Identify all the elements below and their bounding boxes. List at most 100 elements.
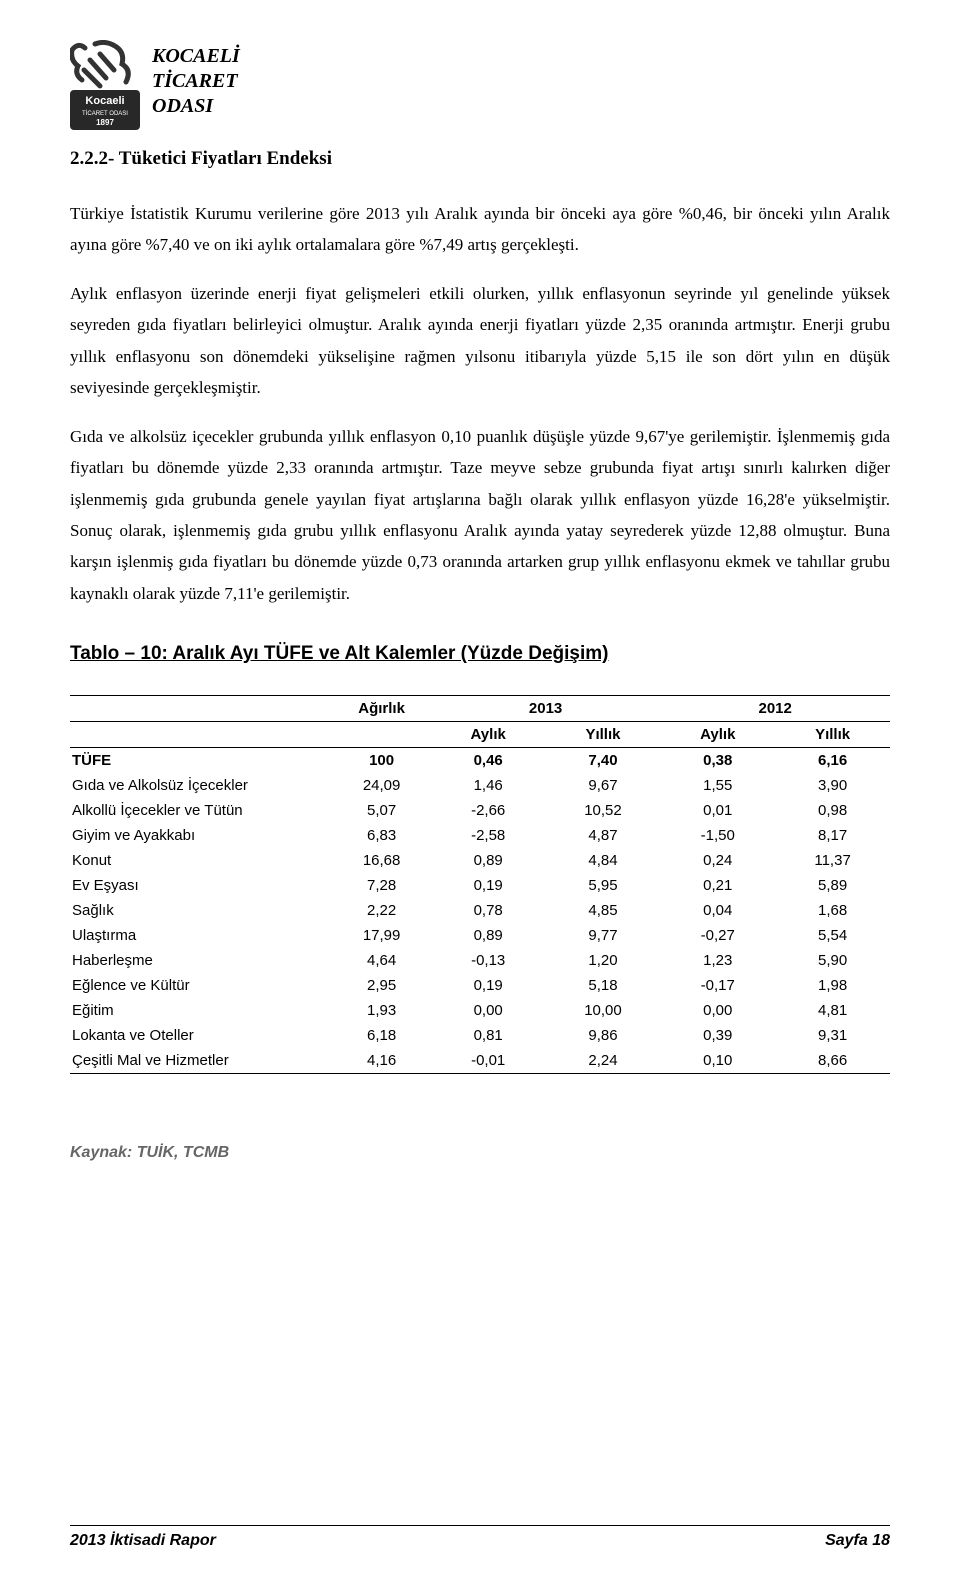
cell-2013-monthly: 0,89 — [431, 848, 546, 873]
footer: 2013 İktisadi Rapor Sayfa 18 — [70, 1525, 890, 1550]
header: Kocaeli TİCARET ODASI 1897 KOCAELİ TİCAR… — [70, 40, 890, 130]
cell-label: Ev Eşyası — [70, 873, 332, 898]
cell-2013-monthly: 0,19 — [431, 873, 546, 898]
cell-2013-yearly: 9,67 — [546, 773, 661, 798]
col-weight: Ağırlık — [332, 696, 430, 722]
cell-2012-monthly: 0,10 — [660, 1048, 775, 1074]
cell-label: TÜFE — [70, 748, 332, 774]
cell-label: Alkollü İçecekler ve Tütün — [70, 798, 332, 823]
table-row: Giyim ve Ayakkabı6,83-2,584,87-1,508,17 — [70, 823, 890, 848]
cell-weight: 6,18 — [332, 1023, 430, 1048]
cell-2012-yearly: 11,37 — [775, 848, 890, 873]
cell-2013-yearly: 5,95 — [546, 873, 661, 898]
col-2013-yearly: Yıllık — [546, 722, 661, 748]
cell-2012-monthly: 1,23 — [660, 948, 775, 973]
cell-2012-monthly: 0,39 — [660, 1023, 775, 1048]
cell-2012-yearly: 5,89 — [775, 873, 890, 898]
cell-2012-yearly: 1,68 — [775, 898, 890, 923]
section-title: 2.2.2- Tüketici Fiyatları Endeksi — [70, 148, 890, 170]
org-name: KOCAELİ TİCARET ODASI — [152, 40, 240, 119]
cell-label: Eğlence ve Kültür — [70, 973, 332, 998]
cell-2012-yearly: 6,16 — [775, 748, 890, 774]
footer-right: Sayfa 18 — [825, 1532, 890, 1550]
cell-2012-monthly: -0,17 — [660, 973, 775, 998]
cell-2012-yearly: 8,66 — [775, 1048, 890, 1074]
table-row: Çeşitli Mal ve Hizmetler4,16-0,012,240,1… — [70, 1048, 890, 1074]
cell-weight: 1,93 — [332, 998, 430, 1023]
cell-weight: 4,64 — [332, 948, 430, 973]
col-group-2013: 2013 — [431, 696, 661, 722]
cell-2013-monthly: 0,19 — [431, 973, 546, 998]
cell-2013-monthly: 0,89 — [431, 923, 546, 948]
table-row: TÜFE1000,467,400,386,16 — [70, 748, 890, 774]
cell-2012-yearly: 4,81 — [775, 998, 890, 1023]
paragraph-2: Aylık enflasyon üzerinde enerji fiyat ge… — [70, 278, 890, 404]
logo: Kocaeli TİCARET ODASI 1897 — [70, 40, 140, 130]
cell-2013-yearly: 9,86 — [546, 1023, 661, 1048]
table-row: Eğitim1,930,0010,000,004,81 — [70, 998, 890, 1023]
cell-2013-monthly: 1,46 — [431, 773, 546, 798]
org-line-1: KOCAELİ — [152, 44, 240, 69]
cell-2013-monthly: 0,81 — [431, 1023, 546, 1048]
cell-2013-monthly: 0,46 — [431, 748, 546, 774]
cell-2012-yearly: 9,31 — [775, 1023, 890, 1048]
footer-left: 2013 İktisadi Rapor — [70, 1532, 216, 1550]
cell-weight: 17,99 — [332, 923, 430, 948]
col-group-2012: 2012 — [660, 696, 890, 722]
cell-2012-monthly: 0,04 — [660, 898, 775, 923]
cell-2012-yearly: 5,90 — [775, 948, 890, 973]
col-2013-monthly: Aylık — [431, 722, 546, 748]
table-row: Gıda ve Alkolsüz İçecekler24,091,469,671… — [70, 773, 890, 798]
cell-weight: 6,83 — [332, 823, 430, 848]
cell-2013-yearly: 9,77 — [546, 923, 661, 948]
org-line-3: ODASI — [152, 94, 240, 119]
cell-weight: 7,28 — [332, 873, 430, 898]
table-row: Konut16,680,894,840,2411,37 — [70, 848, 890, 873]
cell-2012-yearly: 8,17 — [775, 823, 890, 848]
cell-2013-monthly: -0,13 — [431, 948, 546, 973]
logo-sub-text: TİCARET ODASI — [82, 110, 128, 117]
table-row: Sağlık2,220,784,850,041,68 — [70, 898, 890, 923]
table-row: Ulaştırma17,990,899,77-0,275,54 — [70, 923, 890, 948]
cell-2013-monthly: 0,78 — [431, 898, 546, 923]
cell-2013-yearly: 2,24 — [546, 1048, 661, 1074]
cell-label: Eğitim — [70, 998, 332, 1023]
logo-year-text: 1897 — [96, 118, 114, 127]
logo-name-text: Kocaeli — [85, 95, 124, 107]
cell-label: Sağlık — [70, 898, 332, 923]
org-line-2: TİCARET — [152, 69, 240, 94]
cell-label: Çeşitli Mal ve Hizmetler — [70, 1048, 332, 1074]
cell-2013-monthly: -2,58 — [431, 823, 546, 848]
cell-2012-yearly: 1,98 — [775, 973, 890, 998]
cell-weight: 2,95 — [332, 973, 430, 998]
cell-label: Ulaştırma — [70, 923, 332, 948]
cell-2012-yearly: 5,54 — [775, 923, 890, 948]
col-2012-monthly: Aylık — [660, 722, 775, 748]
table-row: Eğlence ve Kültür2,950,195,18-0,171,98 — [70, 973, 890, 998]
page: Kocaeli TİCARET ODASI 1897 KOCAELİ TİCAR… — [0, 0, 960, 1590]
table-row: Haberleşme4,64-0,131,201,235,90 — [70, 948, 890, 973]
cell-2013-yearly: 4,85 — [546, 898, 661, 923]
cell-weight: 24,09 — [332, 773, 430, 798]
source-label: Kaynak: TUİK, TCMB — [70, 1144, 890, 1162]
cell-2012-monthly: 0,01 — [660, 798, 775, 823]
cell-2012-yearly: 3,90 — [775, 773, 890, 798]
cell-2012-monthly: 0,24 — [660, 848, 775, 873]
cell-2012-monthly: 0,00 — [660, 998, 775, 1023]
cell-2013-monthly: 0,00 — [431, 998, 546, 1023]
cell-2012-monthly: -0,27 — [660, 923, 775, 948]
cell-2012-yearly: 0,98 — [775, 798, 890, 823]
cell-weight: 2,22 — [332, 898, 430, 923]
cell-label: Konut — [70, 848, 332, 873]
cell-2013-yearly: 4,87 — [546, 823, 661, 848]
paragraph-3: Gıda ve alkolsüz içecekler grubunda yıll… — [70, 421, 890, 610]
cell-weight: 4,16 — [332, 1048, 430, 1074]
cell-weight: 16,68 — [332, 848, 430, 873]
tufe-table: Ağırlık 2013 2012 Aylık Yıllık Aylık Yıl… — [70, 695, 890, 1074]
cell-2013-yearly: 4,84 — [546, 848, 661, 873]
cell-label: Giyim ve Ayakkabı — [70, 823, 332, 848]
col-2012-yearly: Yıllık — [775, 722, 890, 748]
cell-2012-monthly: -1,50 — [660, 823, 775, 848]
cell-weight: 100 — [332, 748, 430, 774]
cell-2013-yearly: 10,52 — [546, 798, 661, 823]
